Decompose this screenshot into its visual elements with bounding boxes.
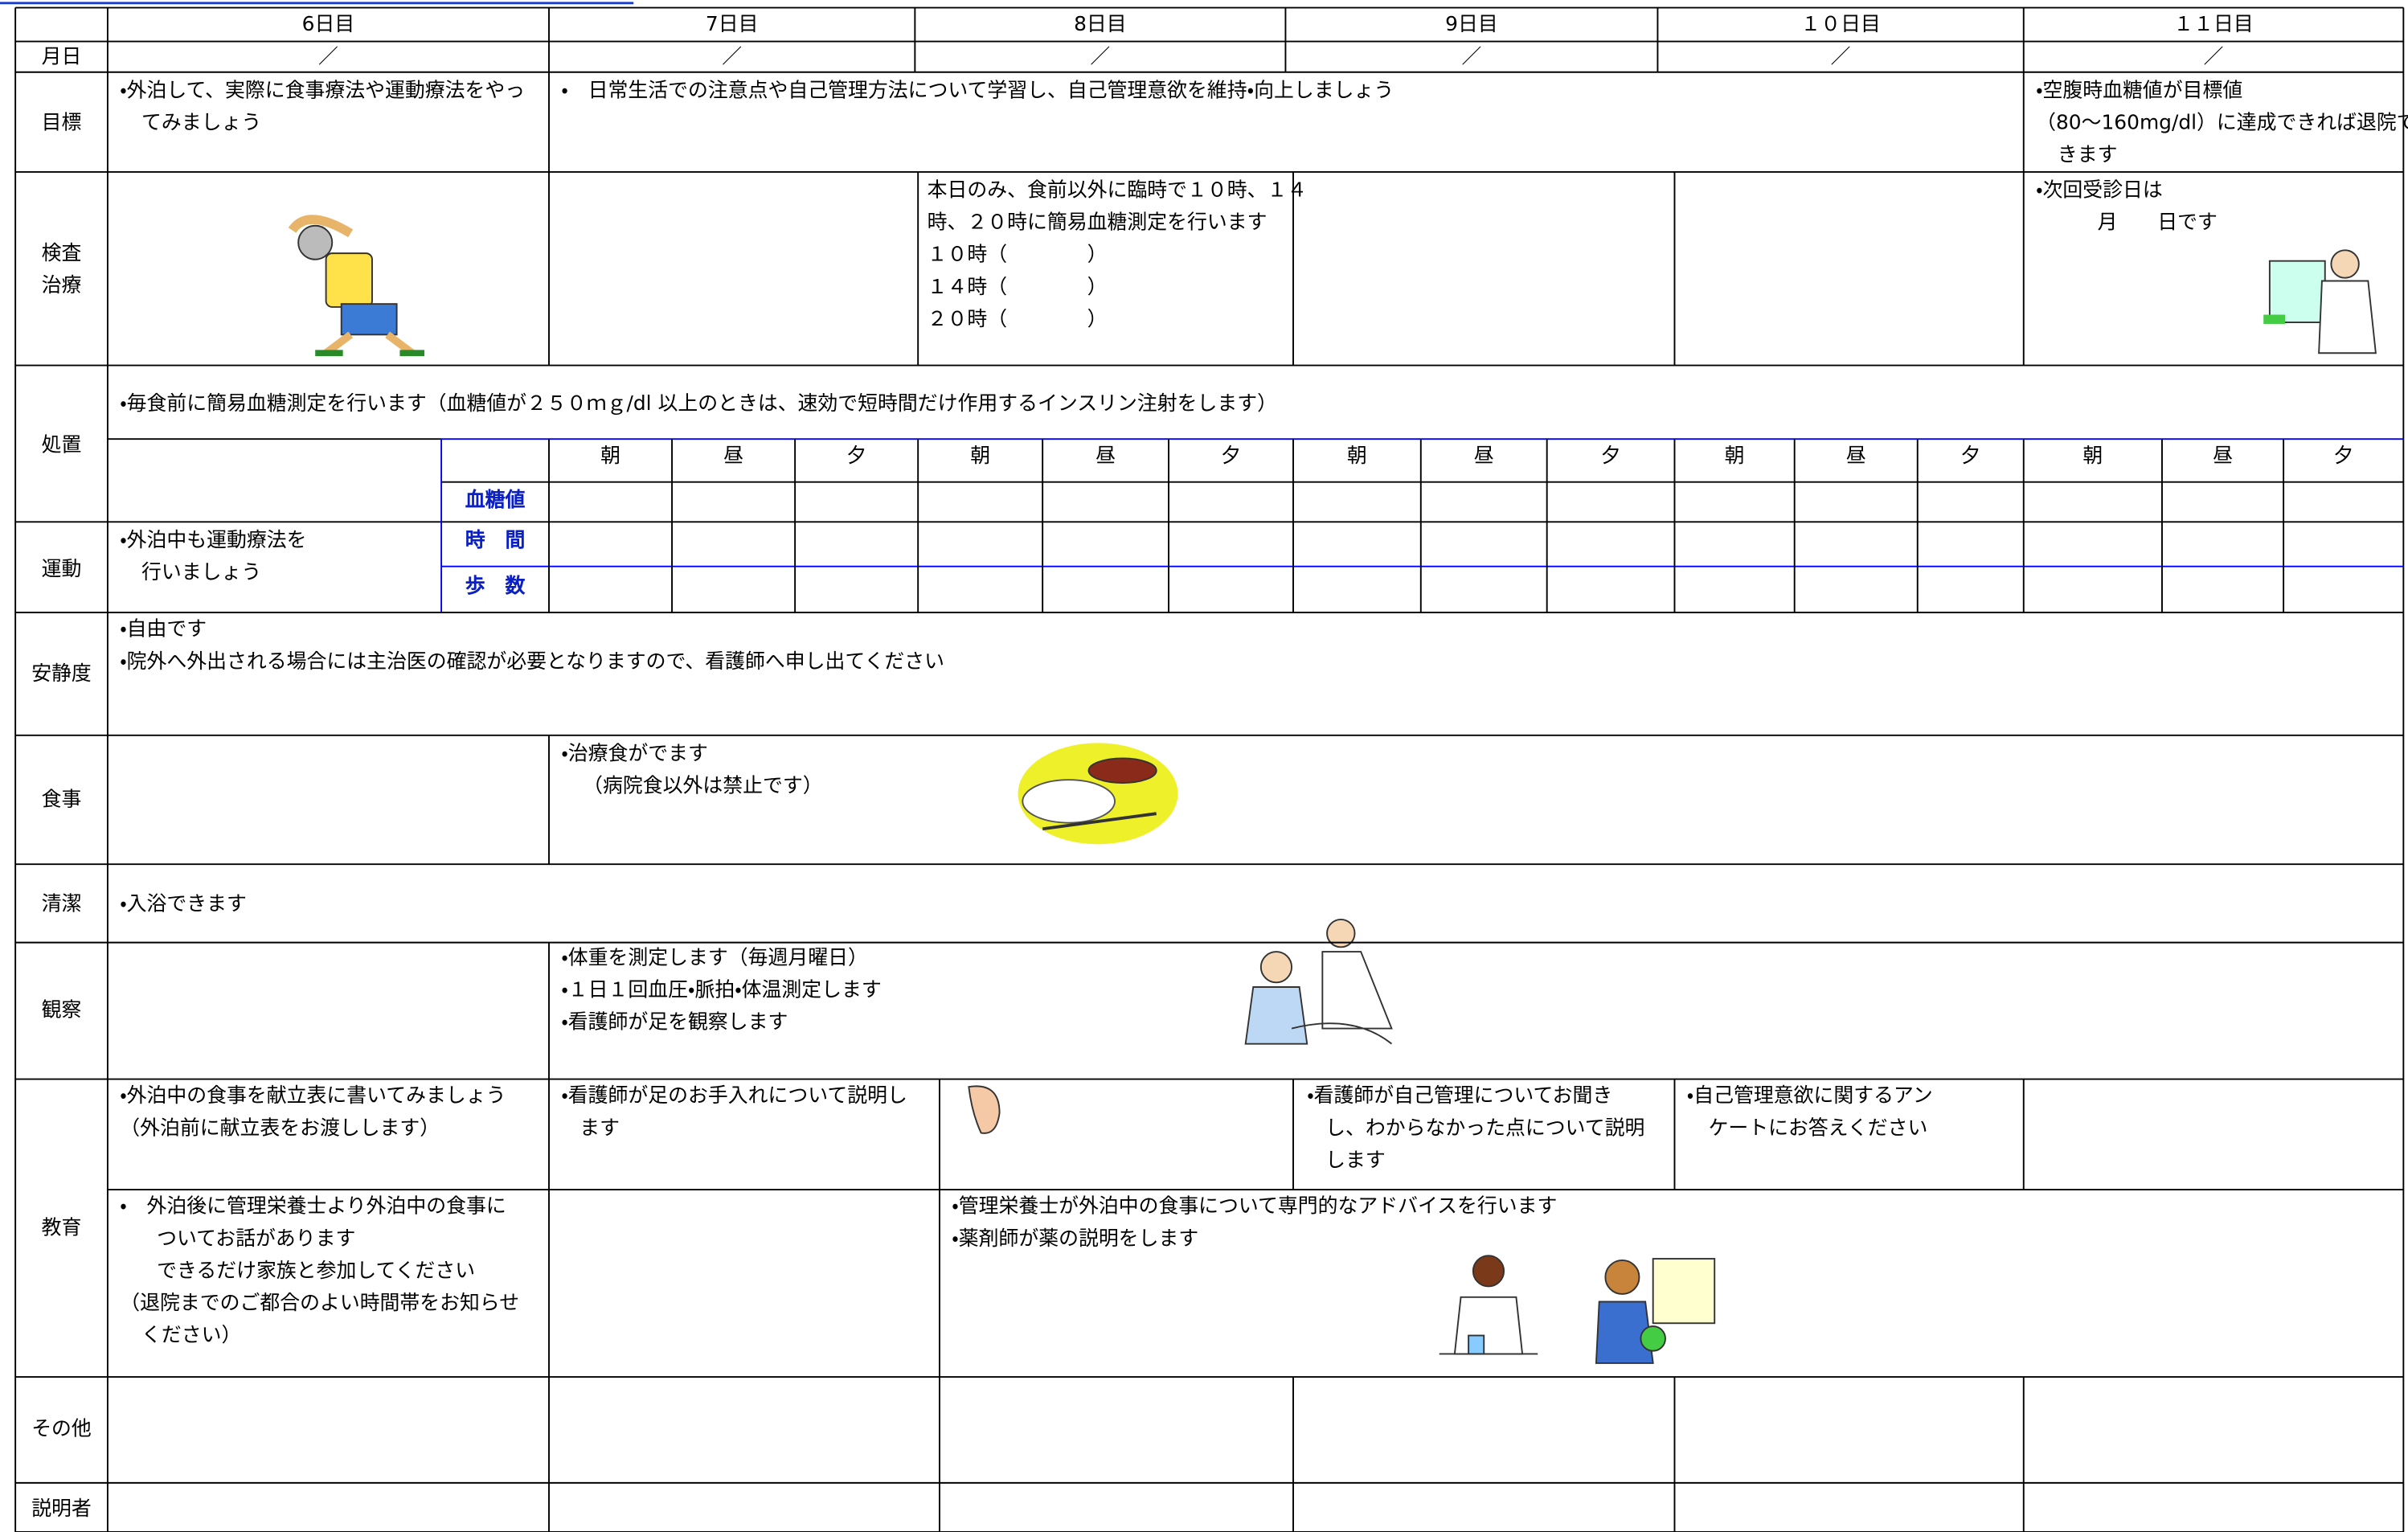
cell-text: （病院食以外は禁止です） <box>583 775 823 799</box>
cell-text: ・看護師が足を観察します <box>561 1011 788 1035</box>
cell-text: ・管理栄養士が外泊中の食事について専門的なアドバイスを行います <box>952 1195 1558 1219</box>
date-cell: ／ <box>1090 46 1111 69</box>
date-cell: ／ <box>1830 46 1851 69</box>
day-header: 7日目 <box>705 14 759 37</box>
cell-text: ・治療食がでます <box>561 743 708 766</box>
meal-time: 昼 <box>1095 444 1116 469</box>
meal-time: 昼 <box>723 444 744 469</box>
date-cell: ／ <box>318 46 338 69</box>
row-label: 目標 <box>41 112 82 136</box>
cell-text: ください） <box>141 1325 242 1348</box>
day-header: １０日目 <box>1800 14 1881 37</box>
day-header: 6日目 <box>301 14 355 37</box>
row-label: 説明者 <box>31 1497 92 1522</box>
cell-text: ・外泊中も運動療法を <box>120 529 307 553</box>
cell-text: ・次回受診日は <box>2036 179 2163 203</box>
date-cell: ／ <box>722 46 743 69</box>
meal-time: 昼 <box>1845 444 1866 469</box>
cell-text: ・ 外泊後に管理栄養士より外泊中の食事に <box>120 1195 506 1219</box>
date-cell: ／ <box>2203 46 2224 69</box>
row-label: 月日 <box>41 46 82 69</box>
cell-text: 本日のみ、食前以外に臨時で１０時、１４ <box>927 179 1308 203</box>
cell-text: ケートにお答えください <box>1708 1117 1928 1141</box>
cell-text: ・看護師が足のお手入れについて説明し <box>561 1085 907 1108</box>
cell-text: ・毎食前に簡易血糖測定を行います（血糖値が２５０ｍｇ/dl 以上のときは、速効で… <box>120 392 1278 416</box>
meal-time: 朝 <box>970 444 991 469</box>
cell-text: １０時（ ） <box>927 244 1108 268</box>
sub-label: 血糖値 <box>465 490 526 513</box>
foot-illustration <box>968 1085 1001 1134</box>
cell-text: ・院外へ外出される場合には主治医の確認が必要となりますので、看護師へ申し出てくだ… <box>120 650 944 674</box>
row-label: 処置 <box>41 434 82 458</box>
cell-text: ついてお話があります <box>157 1227 356 1251</box>
meal-time: 昼 <box>1473 444 1494 469</box>
day-header: 8日目 <box>1074 14 1127 37</box>
cell-text: ・看護師が自己管理についてお聞き <box>1307 1085 1613 1108</box>
dietitian-illustration <box>1595 1258 1716 1364</box>
meal-time: 朝 <box>1724 444 1745 469</box>
cell-text: ・ 日常生活での注意点や自己管理方法について学習し、自己管理意欲を維持・向上しま… <box>561 80 1394 103</box>
meal-time: 朝 <box>2082 444 2103 469</box>
cell-text: し、わからなかった点について説明 <box>1325 1117 1645 1141</box>
cell-text: ・１日１回血圧・脈拍・体温測定します <box>561 979 882 1003</box>
cell-text: 月 日です <box>2097 211 2218 236</box>
cell-text: ・外泊して、実際に食事療法や運動療法をやっ <box>120 80 526 103</box>
cell-text: ・自己管理意欲に関するアン <box>1686 1085 1933 1108</box>
exercise-illustration <box>288 215 425 357</box>
meal-time: 夕 <box>1600 444 1621 469</box>
row-label: 観察 <box>41 999 82 1022</box>
cell-text: ・薬剤師が薬の説明をします <box>952 1227 1199 1251</box>
cell-text: きます <box>2057 144 2118 168</box>
meal-time: 夕 <box>1221 444 1241 469</box>
meal-time: 夕 <box>2333 444 2354 469</box>
cell-text: （80～160mg/dl）に達成できれば退院で <box>2036 112 2408 136</box>
cell-text: 行いましょう <box>141 561 262 585</box>
meal-time: 朝 <box>1346 444 1367 469</box>
cell-text: します <box>1325 1149 1386 1174</box>
cell-text: ・外泊中の食事を献立表に書いてみましょう <box>120 1085 506 1108</box>
date-cell: ／ <box>1461 46 1482 69</box>
day-header: 9日目 <box>1445 14 1498 37</box>
meal-time: 夕 <box>846 444 867 469</box>
cell-text: （退院までのご都合のよい時間帯をお知らせ <box>120 1292 520 1316</box>
cell-text: 時、２０時に簡易血糖測定を行います <box>927 211 1267 236</box>
row-label: 教育 <box>41 1217 82 1241</box>
cell-text: １４時（ ） <box>927 276 1108 300</box>
cell-text: ・体重を測定します（毎週月曜日） <box>561 947 868 970</box>
meal-time: 夕 <box>1960 444 1981 469</box>
row-label: 運動 <box>41 559 82 582</box>
pharmacist-illustration <box>1439 1255 1538 1355</box>
cell-text: （外泊前に献立表をお渡しします） <box>120 1117 440 1141</box>
cell-text: できるだけ家族と参加してください <box>157 1260 476 1284</box>
cell-text: ・自由です <box>120 618 207 642</box>
row-label: 検査 <box>41 242 82 266</box>
row-label: 安静度 <box>31 663 92 686</box>
cell-text: ・入浴できます <box>120 893 247 917</box>
cell-text: てみましょう <box>141 112 262 136</box>
meal-illustration <box>1018 743 1178 845</box>
meal-time: 朝 <box>600 444 620 469</box>
sub-label: 時 間 <box>465 529 526 553</box>
day-header: １１日目 <box>2173 14 2254 37</box>
cell-text: ・空腹時血糖値が目標値 <box>2036 80 2243 103</box>
row-label: 食事 <box>41 789 82 813</box>
row-label: 清潔 <box>41 893 82 917</box>
row-label: 治療 <box>41 274 82 298</box>
sub-label: 歩 数 <box>465 576 526 599</box>
cell-text: ２０時（ ） <box>927 308 1108 332</box>
cell-text: ます <box>579 1117 620 1141</box>
nurse-illustration <box>1244 919 1393 1045</box>
row-label: その他 <box>31 1418 92 1442</box>
meal-time: 昼 <box>2213 444 2233 469</box>
doctor-illustration <box>2263 249 2377 354</box>
